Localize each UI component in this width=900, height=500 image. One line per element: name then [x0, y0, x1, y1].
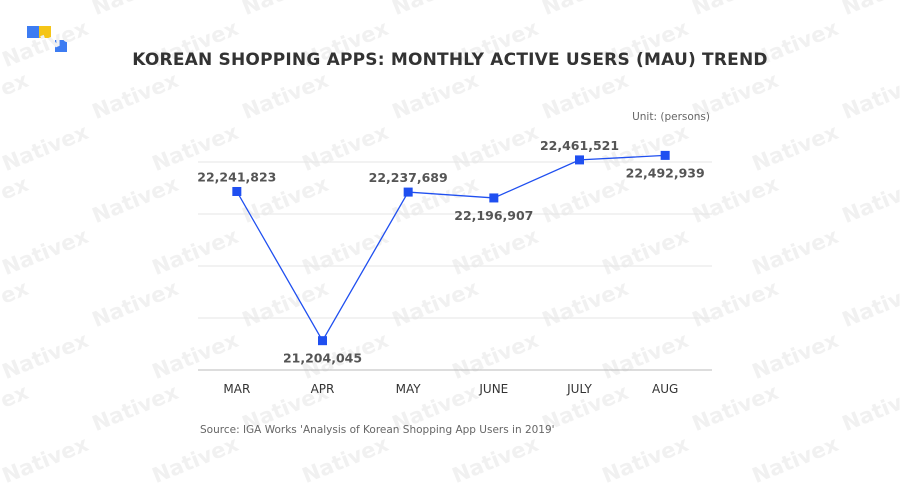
logo-square-yellow [39, 26, 51, 38]
logo [27, 26, 69, 54]
logo-square-blue [27, 26, 39, 38]
x-tick-label: JUNE [478, 382, 508, 396]
x-tick-label: JULY [566, 382, 592, 396]
data-label: 22,237,689 [369, 170, 448, 185]
series-line [236, 154, 666, 342]
logo-square-blue-offset [55, 40, 67, 52]
unit-label: Unit: (persons) [632, 111, 710, 123]
data-point-marker [232, 186, 242, 196]
data-label: 22,241,823 [197, 169, 276, 184]
chart-title: KOREAN SHOPPING APPS: MONTHLY ACTIVE USE… [132, 50, 768, 70]
data-point-marker [489, 193, 499, 203]
x-tick-label: APR [311, 382, 335, 396]
data-point-marker [575, 155, 584, 165]
data-label: 22,461,521 [540, 138, 619, 153]
data-label: 21,204,045 [283, 351, 362, 366]
data-point-marker [660, 150, 670, 160]
x-tick-label: MAY [396, 382, 422, 396]
data-point-marker [403, 187, 413, 197]
data-label: 22,196,907 [454, 208, 533, 223]
data-point-marker [318, 336, 327, 346]
x-tick-label: AUG [652, 382, 678, 396]
data-label: 22,492,939 [626, 165, 705, 180]
x-tick-label: MAR [223, 382, 250, 396]
source-note: Source: IGA Works 'Analysis of Korean Sh… [200, 424, 555, 436]
